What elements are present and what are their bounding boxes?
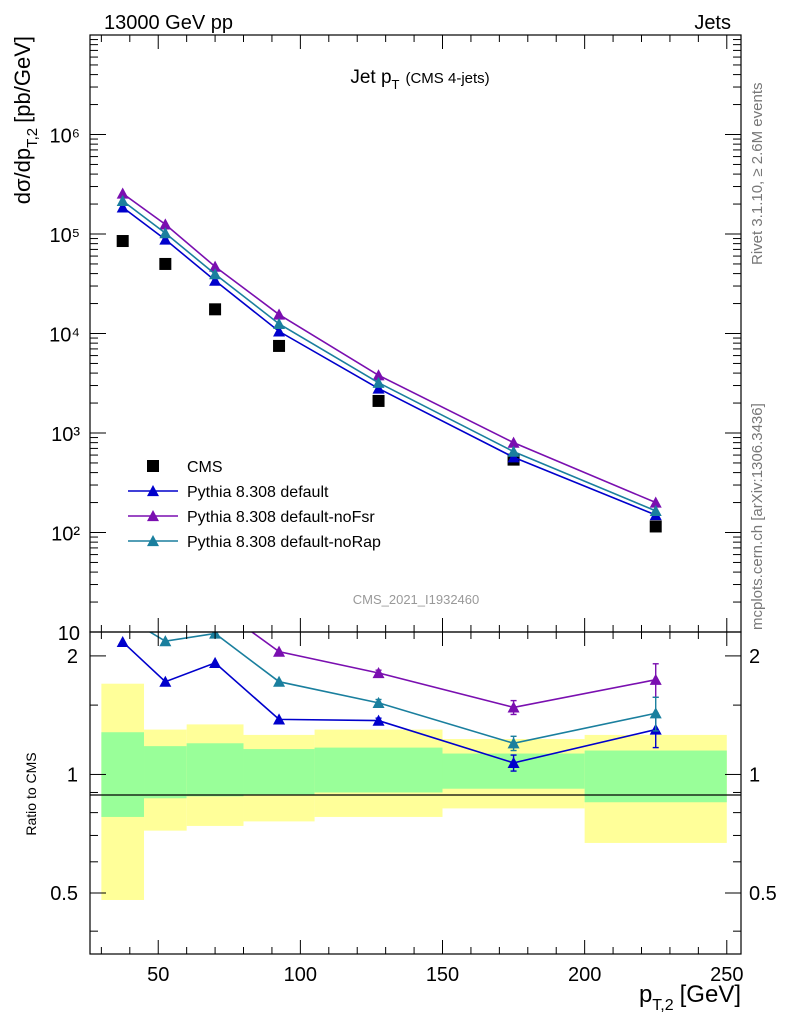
y-tick-label: 10⁴: [49, 325, 80, 347]
ratio-y-tick-label: 0.5: [50, 883, 78, 905]
ratio-inner-band: [186, 743, 244, 797]
x-tick-label: 150: [426, 964, 459, 986]
legend-label: CMS: [187, 459, 223, 476]
ratio-data-point: [372, 666, 385, 679]
main-y-axis-label: dσ/dpT,2[pb/GeV]: [10, 36, 41, 204]
cms-data-point: [649, 520, 662, 533]
ratio-y-tick-label-right: 2: [749, 646, 760, 668]
legend-marker: [147, 510, 159, 522]
mc-data-point: [159, 227, 172, 239]
ratio-data-point: [159, 635, 172, 647]
mc-data-point: [273, 308, 286, 320]
y-tick-label: 10⁶: [50, 126, 80, 148]
ratio-data-point: [372, 714, 385, 726]
legend-marker: [147, 485, 159, 497]
mc-data-point: [116, 187, 129, 199]
ratio-y-tick-label-right: 1: [749, 764, 760, 786]
mc-data-point: [159, 233, 172, 245]
ratio-data-point: [117, 581, 129, 592]
mc-data-point: [209, 260, 222, 272]
mc-data-point: [273, 325, 286, 337]
ratio-data-point: [507, 756, 520, 768]
header-left: 13000 GeV pp: [104, 12, 233, 34]
x-tick-label: 50: [147, 964, 169, 986]
y-tick-label: 10³: [51, 424, 80, 446]
mc-series-line: [122, 192, 657, 504]
ratio-data-point: [159, 612, 171, 623]
cms-data-point: [116, 235, 129, 248]
y-tick-label: 10: [58, 623, 80, 645]
ratio-ticks: 0.5 0.51 12 250 100 150 200 250: [50, 632, 777, 986]
y-tick-label: 10⁵: [49, 225, 80, 247]
x-tick-label: 250: [710, 964, 743, 986]
legend-label: Pythia 8.308 default: [187, 484, 329, 501]
ratio-data-point: [507, 737, 520, 749]
x-tick-label: 200: [568, 964, 601, 986]
ratio-inner-band: [314, 747, 443, 793]
mc-data-point: [372, 376, 385, 388]
ratio-data-point: [209, 656, 222, 668]
mc-data-point: [209, 274, 222, 286]
ratio-inner-band: [243, 749, 315, 795]
ratio-y-axis-label: Ratio to CMS: [23, 752, 39, 835]
ratio-inner-band: [101, 732, 145, 817]
mc-data-point: [116, 194, 129, 207]
ratio-data: [116, 581, 662, 772]
main-data: [116, 187, 662, 533]
ratio-data-point: [209, 599, 221, 610]
mc-data-point: [507, 436, 520, 448]
legend-label: Pythia 8.308 default-noFsr: [187, 509, 375, 526]
ratio-data-point: [273, 645, 286, 657]
mc-data-point: [273, 317, 286, 329]
ratio-y-tick-label: 2: [67, 646, 78, 668]
legend: CMS Pythia 8.308 default Pythia 8.308 defa…: [128, 459, 381, 551]
mc-data-point: [507, 451, 520, 463]
y-tick-label: 10²: [51, 524, 80, 546]
mcplots-label: mcplots.cern.ch [arXiv:1306.3436]: [749, 403, 766, 630]
mc-data-point: [372, 369, 385, 381]
header-right: Jets: [694, 12, 731, 34]
ratio-data-point: [649, 673, 662, 685]
mc-data-point: [507, 445, 520, 457]
ratio-plot-frame: [89, 631, 742, 955]
cms-data-point: [273, 339, 286, 352]
legend-marker: [147, 535, 159, 547]
analysis-watermark: CMS_2021_I1932460: [353, 592, 480, 607]
mc-data-point: [649, 496, 662, 508]
ratio-y-tick-label: 1: [67, 764, 78, 786]
ratio-data-point: [372, 696, 385, 708]
ratio-data-point: [159, 675, 172, 687]
mc-data-point: [159, 218, 172, 230]
ratio-y-tick-label-right: 0.5: [749, 883, 777, 905]
ratio-data-point: [273, 713, 286, 725]
ratio-panel: 0.5 0.51 12 250 100 150 200 250 Ratio to CMS pT…: [23, 581, 777, 1014]
legend-label: Pythia 8.308 default-noRap: [187, 534, 381, 551]
ratio-uncertainty-bands: [101, 683, 727, 900]
mc-data-point: [649, 504, 662, 516]
ratio-data-point: [117, 610, 129, 621]
ratio-data-point: [507, 701, 520, 713]
cms-data-point: [159, 257, 172, 270]
mc-data-point: [372, 382, 385, 394]
cms-data-point: [372, 394, 385, 407]
mc-data-point: [209, 268, 222, 280]
main-ticks: 10 10² 10³ 10⁴ 10⁵ 10⁶: [49, 34, 741, 645]
mc-data-point: [116, 201, 129, 213]
ratio-data-point: [116, 635, 129, 648]
legend-marker: [147, 460, 159, 472]
x-axis-label: pT,2 [GeV]: [639, 981, 741, 1014]
main-title: Jet pT (CMS 4-jets): [350, 67, 489, 92]
ratio-inner-band: [144, 746, 187, 799]
x-tick-label: 100: [284, 964, 317, 986]
ratio-inner-band: [584, 750, 727, 803]
main-panel: 10 10² 10³ 10⁴ 10⁵ 10⁶ Jet pT (CMS 4-jets) CMS…: [10, 34, 742, 645]
ratio-data-point: [273, 675, 286, 687]
cms-data-point: [209, 303, 222, 316]
ratio-data-point: [649, 707, 662, 719]
rivet-label: Rivet 3.1.10, ≥ 2.6M events: [749, 83, 766, 266]
